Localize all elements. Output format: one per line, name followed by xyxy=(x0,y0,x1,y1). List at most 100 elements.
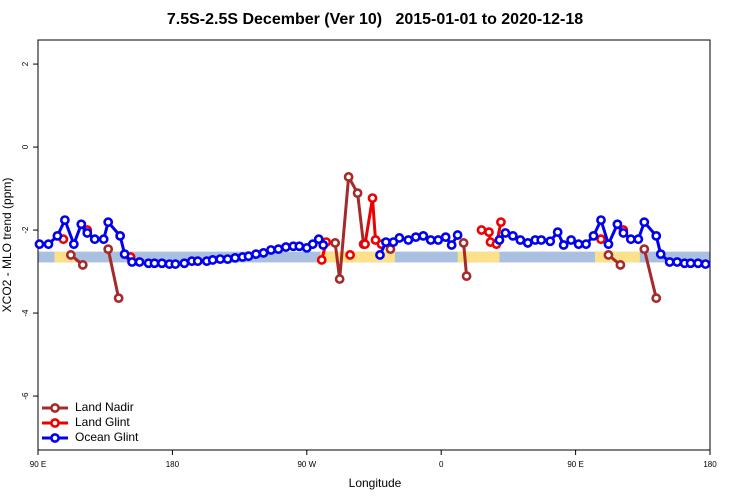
data-point xyxy=(258,247,269,258)
y-axis-label: XCO2 - MLO trend (ppm) xyxy=(0,178,14,313)
data-point xyxy=(522,238,533,248)
data-point xyxy=(352,188,363,199)
legend-marker xyxy=(50,418,60,428)
data-point xyxy=(77,260,88,270)
legend-item: Land Nadir xyxy=(42,400,134,414)
data-point xyxy=(618,228,629,238)
y-tick-label: 0 xyxy=(21,144,30,149)
data-point xyxy=(672,257,683,267)
data-point xyxy=(500,228,511,238)
data-point xyxy=(345,250,356,260)
data-point xyxy=(394,233,405,243)
data-point xyxy=(34,239,45,250)
data-point xyxy=(615,260,626,270)
legend-item: Ocean Glint xyxy=(42,430,139,444)
data-point xyxy=(603,250,614,260)
data-point xyxy=(639,217,650,228)
data-point xyxy=(612,219,623,230)
data-point xyxy=(458,238,469,248)
data-point xyxy=(655,249,666,260)
data-point xyxy=(330,238,341,248)
data-point xyxy=(664,257,675,267)
y-tick-label: -2 xyxy=(21,226,30,234)
data-point xyxy=(625,234,636,245)
data-point xyxy=(536,235,547,245)
data-point xyxy=(307,239,318,250)
data-point xyxy=(581,239,591,250)
data-point xyxy=(403,235,414,245)
data-point xyxy=(113,293,124,304)
data-point xyxy=(693,258,703,269)
x-axis-label: Longitude xyxy=(349,476,402,490)
x-tick-label: 180 xyxy=(703,460,717,469)
data-point xyxy=(700,259,711,269)
data-point xyxy=(68,239,79,250)
data-point xyxy=(157,258,167,269)
data-point xyxy=(552,227,563,238)
y-tick-label: 2 xyxy=(21,61,30,66)
data-point xyxy=(484,227,494,238)
data-point xyxy=(43,239,54,250)
data-point xyxy=(446,240,457,250)
data-point xyxy=(433,235,444,245)
data-point xyxy=(52,230,63,241)
y-tick-label: -6 xyxy=(21,392,30,400)
x-tick-label: 90 E xyxy=(30,460,46,469)
data-point xyxy=(215,254,226,265)
x-tick-label: 180 xyxy=(166,460,180,469)
data-point xyxy=(558,240,569,250)
legend-marker xyxy=(50,433,60,443)
y-tick-label: -4 xyxy=(21,309,30,317)
data-point xyxy=(230,252,241,263)
data-point xyxy=(149,258,160,269)
chart-title: 7.5S-2.5S December (Ver 10) 2015-01-01 t… xyxy=(167,11,583,28)
data-point xyxy=(127,257,137,267)
data-point xyxy=(243,251,254,262)
data-point xyxy=(651,293,662,304)
series-line xyxy=(106,248,121,299)
data-point xyxy=(334,274,345,284)
series-line xyxy=(642,248,658,299)
data-point xyxy=(452,230,463,240)
data-point xyxy=(251,249,261,260)
data-point xyxy=(222,254,233,265)
data-point xyxy=(59,215,70,226)
legend-label: Land Glint xyxy=(75,415,130,429)
data-point xyxy=(496,217,506,228)
data-point xyxy=(294,241,305,252)
data-point xyxy=(410,232,421,243)
land-region xyxy=(595,251,640,263)
data-point xyxy=(170,259,181,269)
data-point xyxy=(103,217,114,228)
data-point xyxy=(566,235,577,245)
data-point xyxy=(507,230,518,241)
data-point xyxy=(318,240,329,250)
data-point xyxy=(515,235,526,245)
data-point xyxy=(103,244,114,255)
data-point xyxy=(633,234,644,245)
data-point xyxy=(603,239,614,250)
data-point xyxy=(115,230,126,241)
land-region xyxy=(457,251,500,263)
legend-label: Ocean Glint xyxy=(75,430,139,444)
data-point xyxy=(367,193,378,204)
data-point xyxy=(425,235,436,245)
data-point xyxy=(316,255,327,265)
data-point xyxy=(381,237,391,247)
data-point xyxy=(639,244,650,255)
x-tick-label: 90 E xyxy=(567,460,583,469)
legend-item: Land Glint xyxy=(42,415,130,429)
data-point xyxy=(82,228,93,238)
data-point xyxy=(651,230,662,241)
data-point xyxy=(360,239,370,250)
land-region xyxy=(320,251,395,263)
legend-label: Land Nadir xyxy=(75,400,134,414)
data-point xyxy=(596,234,606,245)
data-point xyxy=(192,256,203,267)
x-tick-label: 90 W xyxy=(297,460,316,469)
data-point xyxy=(588,230,599,241)
data-point xyxy=(98,234,109,245)
x-tick-label: 0 xyxy=(439,460,444,469)
